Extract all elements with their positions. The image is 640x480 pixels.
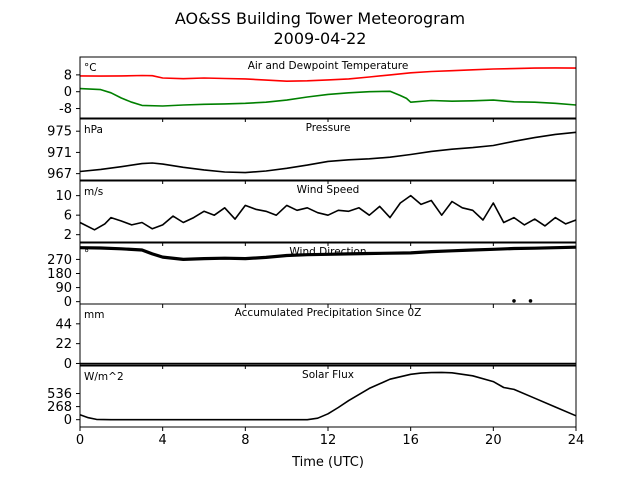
panel-3-ytick-label-1: 90	[55, 281, 72, 296]
panel-5-unit: W/m^2	[84, 371, 124, 383]
x-tick-label-5: 20	[485, 433, 502, 448]
panel-2-title: Wind Speed	[297, 184, 360, 196]
panel-3-unit: °	[84, 248, 89, 260]
panel-0-series-0-line	[79, 67, 577, 82]
panel-5-ytick-label-0: 0	[64, 413, 72, 428]
panel-3-point-1	[528, 299, 533, 303]
panel-3-title: Wind Direction	[289, 246, 366, 258]
panel-4-title: Accumulated Precipitation Since 0Z	[235, 307, 422, 319]
panel-1-ytick-label-0: 967	[47, 167, 72, 182]
panels-group: -8 0 8 Air and Dewpoint Temperature °C 967 971…	[47, 56, 577, 431]
figure-title: AO&SS Building Tower Meteorogram	[175, 9, 465, 28]
panel-1-ytick-label-2: 975	[47, 125, 72, 140]
x-axis-label: Time (UTC)	[291, 455, 364, 470]
panel-0-ytick-label-0: -8	[59, 102, 72, 117]
panel-0: -8 0 8 Air and Dewpoint Temperature °C	[59, 56, 577, 122]
panel-4-ytick-label-1: 22	[55, 337, 72, 352]
panel-2: 2 6 10 Wind Speed m/s	[55, 180, 577, 246]
panel-4-ytick-label-2: 44	[55, 317, 72, 332]
panel-0-ytick-label-2: 8	[64, 68, 72, 83]
x-tick-label-4: 16	[402, 433, 419, 448]
panel-3-ytick-label-0: 0	[64, 295, 72, 310]
panel-3-series-0-line	[79, 245, 577, 261]
panel-2-ytick-label-1: 6	[64, 209, 72, 224]
panel-1-unit: hPa	[84, 124, 103, 136]
x-tick-label-2: 8	[241, 433, 249, 448]
panel-1-title: Pressure	[306, 122, 351, 134]
panel-0-unit: °C	[84, 62, 97, 74]
panel-1: 967 971 975 Pressure hPa	[47, 118, 577, 184]
panel-2-unit: m/s	[84, 186, 103, 198]
figure-date: 2009-04-22	[274, 29, 367, 48]
panel-2-series-0-line	[79, 194, 577, 231]
panel-2-ytick-label-0: 2	[64, 228, 72, 243]
panel-0-title: Air and Dewpoint Temperature	[248, 60, 409, 72]
panel-1-ytick-label-1: 971	[47, 146, 72, 161]
panel-2-ytick-label-2: 10	[55, 189, 72, 204]
panel-3-point-0	[512, 299, 516, 303]
x-tick-label-6: 24	[568, 433, 585, 448]
panel-5-series-0-line	[79, 371, 577, 421]
x-tick-label-0: 0	[76, 433, 84, 448]
panel-3-ytick-label-2: 180	[47, 267, 72, 282]
panel-3-ytick-label-3: 270	[47, 253, 72, 268]
panel-0-series-1-line	[79, 87, 577, 107]
panel-5-ytick-label-2: 536	[47, 387, 72, 402]
panel-0-ytick-label-1: 0	[64, 85, 72, 100]
x-tick-label-3: 12	[320, 433, 337, 448]
panel-5-title: Solar Flux	[302, 369, 354, 381]
x-axis: 0 4 8 12 16 20 24	[76, 433, 584, 448]
panel-4-ytick-label-0: 0	[64, 357, 72, 372]
x-tick-label-1: 4	[159, 433, 167, 448]
panel-5-ytick-label-1: 268	[47, 400, 72, 415]
panel-4-unit: mm	[84, 309, 104, 321]
panel-4: 0 22 44 Accumulated Precipitation Since 0Z m…	[55, 303, 577, 372]
panel-1-series-0-line	[79, 131, 577, 174]
